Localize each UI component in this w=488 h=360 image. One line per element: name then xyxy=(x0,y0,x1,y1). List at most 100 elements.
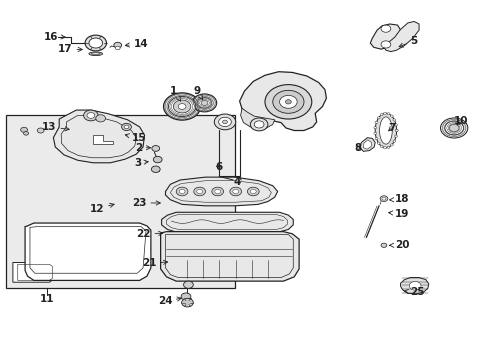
Text: 9: 9 xyxy=(193,86,203,100)
Circle shape xyxy=(394,124,397,126)
Text: 10: 10 xyxy=(453,116,468,126)
Circle shape xyxy=(380,41,390,48)
Circle shape xyxy=(23,132,28,135)
Circle shape xyxy=(386,146,389,148)
Text: 5: 5 xyxy=(398,36,417,47)
Circle shape xyxy=(247,187,259,196)
Text: 22: 22 xyxy=(136,229,163,239)
Circle shape xyxy=(122,123,131,131)
Text: 4: 4 xyxy=(233,177,241,187)
Circle shape xyxy=(192,94,216,112)
Circle shape xyxy=(285,100,291,104)
Circle shape xyxy=(114,42,122,48)
Circle shape xyxy=(183,281,193,288)
Polygon shape xyxy=(53,110,144,163)
Polygon shape xyxy=(374,113,396,148)
Text: 18: 18 xyxy=(389,194,408,204)
Circle shape xyxy=(250,118,267,131)
Circle shape xyxy=(163,93,200,120)
Circle shape xyxy=(386,113,389,115)
Circle shape xyxy=(222,120,227,124)
Circle shape xyxy=(218,117,231,127)
Circle shape xyxy=(389,115,392,117)
Circle shape xyxy=(383,112,386,114)
Circle shape xyxy=(201,100,207,105)
Bar xyxy=(5,116,234,288)
Circle shape xyxy=(272,90,304,113)
Circle shape xyxy=(179,189,184,194)
Circle shape xyxy=(279,95,297,108)
Text: 3: 3 xyxy=(134,158,148,168)
Polygon shape xyxy=(383,22,418,51)
Circle shape xyxy=(379,196,387,202)
Circle shape xyxy=(178,104,185,109)
Text: 2: 2 xyxy=(135,143,150,153)
Circle shape xyxy=(20,127,27,132)
Circle shape xyxy=(37,128,44,133)
Circle shape xyxy=(254,121,264,128)
Circle shape xyxy=(373,132,376,134)
Polygon shape xyxy=(93,135,113,144)
Text: 13: 13 xyxy=(42,122,69,132)
Circle shape xyxy=(394,135,397,137)
Polygon shape xyxy=(240,108,274,129)
Circle shape xyxy=(264,85,311,119)
Circle shape xyxy=(389,144,392,146)
Text: 8: 8 xyxy=(353,143,361,153)
Polygon shape xyxy=(165,177,277,206)
Circle shape xyxy=(376,117,379,119)
Circle shape xyxy=(87,113,95,118)
Text: 14: 14 xyxy=(125,39,148,49)
Polygon shape xyxy=(160,231,299,281)
Circle shape xyxy=(196,189,202,194)
Circle shape xyxy=(379,114,382,116)
Circle shape xyxy=(152,145,159,151)
Circle shape xyxy=(124,125,129,129)
Text: 12: 12 xyxy=(90,203,114,214)
Circle shape xyxy=(394,130,397,132)
Circle shape xyxy=(197,98,211,108)
Polygon shape xyxy=(239,72,326,131)
Circle shape xyxy=(151,166,160,172)
Circle shape xyxy=(392,119,395,121)
Circle shape xyxy=(176,187,187,196)
Text: 6: 6 xyxy=(215,162,222,172)
Text: 24: 24 xyxy=(158,296,181,306)
Ellipse shape xyxy=(91,53,100,55)
Circle shape xyxy=(250,189,256,194)
Circle shape xyxy=(96,115,105,122)
Circle shape xyxy=(214,114,235,130)
Circle shape xyxy=(168,96,195,117)
Circle shape xyxy=(153,156,162,163)
Circle shape xyxy=(229,187,241,196)
Text: 21: 21 xyxy=(142,258,167,268)
Circle shape xyxy=(376,142,379,144)
Circle shape xyxy=(115,46,120,50)
Circle shape xyxy=(381,197,385,200)
Circle shape xyxy=(83,110,98,121)
Text: 7: 7 xyxy=(387,123,395,132)
Polygon shape xyxy=(13,262,54,282)
Circle shape xyxy=(394,130,397,132)
Circle shape xyxy=(373,127,376,129)
Circle shape xyxy=(173,100,190,113)
Text: 20: 20 xyxy=(389,240,408,250)
Circle shape xyxy=(85,35,106,51)
Circle shape xyxy=(374,138,377,140)
Circle shape xyxy=(448,125,458,132)
Polygon shape xyxy=(25,223,151,280)
Polygon shape xyxy=(400,278,428,294)
Text: 17: 17 xyxy=(58,45,82,54)
Circle shape xyxy=(89,38,102,48)
Circle shape xyxy=(181,293,190,300)
Text: 19: 19 xyxy=(388,209,408,219)
Text: 1: 1 xyxy=(170,86,180,101)
Polygon shape xyxy=(379,117,391,144)
Circle shape xyxy=(211,187,223,196)
Polygon shape xyxy=(161,212,293,232)
Circle shape xyxy=(444,121,463,135)
Circle shape xyxy=(214,189,220,194)
Text: 25: 25 xyxy=(404,287,424,297)
Text: 16: 16 xyxy=(43,32,65,41)
Circle shape xyxy=(408,282,420,290)
